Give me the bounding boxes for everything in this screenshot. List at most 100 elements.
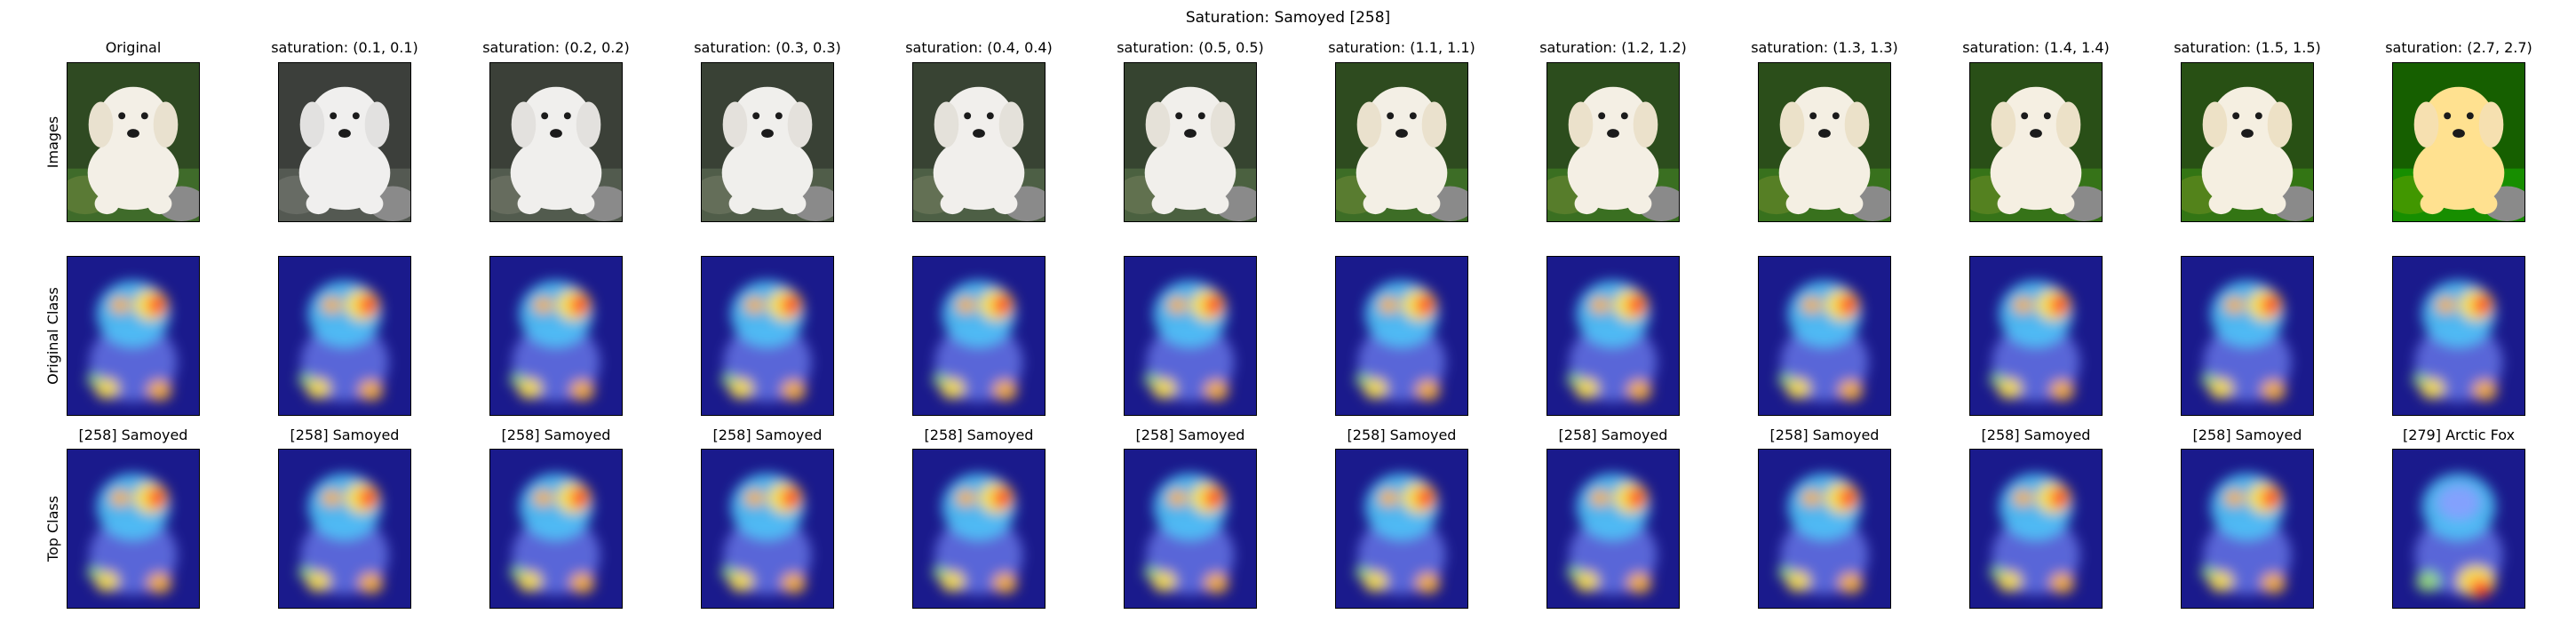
figure-title: Saturation: Samoyed [258]	[1185, 9, 1391, 27]
top-class-label: [258] Samoyed	[924, 427, 1034, 443]
puppy-image	[913, 63, 1045, 221]
original-class-heatmap	[67, 256, 200, 416]
heatmap-image	[1336, 450, 1467, 608]
column-title: saturation: (0.2, 0.2)	[482, 39, 630, 56]
column-title: saturation: (0.1, 0.1)	[271, 39, 418, 56]
column-title: Original	[105, 39, 162, 56]
heatmap-image	[1759, 257, 1890, 415]
heatmap-image	[68, 450, 199, 608]
top-class-heatmap	[701, 449, 834, 609]
heatmap-image	[702, 450, 833, 608]
image-panel	[1124, 62, 1257, 222]
image-panel	[1758, 62, 1891, 222]
top-class-label: [258] Samoyed	[1769, 427, 1880, 443]
heatmap-image	[490, 257, 622, 415]
original-class-heatmap	[1758, 256, 1891, 416]
heatmap-image	[1970, 257, 2102, 415]
heatmap-image	[68, 257, 199, 415]
top-class-heatmap	[912, 449, 1046, 609]
image-panel	[701, 62, 834, 222]
puppy-image	[1125, 63, 1256, 221]
puppy-image	[490, 63, 622, 221]
heatmap-image	[2393, 257, 2524, 415]
original-class-heatmap	[2181, 256, 2314, 416]
image-panel	[912, 62, 1046, 222]
heatmap-image	[490, 450, 622, 608]
heatmap-image	[1970, 450, 2102, 608]
puppy-image	[702, 63, 833, 221]
column-title: saturation: (1.3, 1.3)	[1751, 39, 1898, 56]
image-panel	[278, 62, 411, 222]
top-class-label: [258] Samoyed	[1558, 427, 1668, 443]
heatmap-image	[913, 450, 1045, 608]
heatmap-image	[1547, 450, 1679, 608]
puppy-image	[1970, 63, 2102, 221]
image-panel	[1969, 62, 2103, 222]
original-class-heatmap	[1124, 256, 1257, 416]
heatmap-image	[702, 257, 833, 415]
image-panel	[2392, 62, 2525, 222]
heatmap-image	[1125, 450, 1256, 608]
column-title: saturation: (2.7, 2.7)	[2385, 39, 2532, 56]
row-label: Top Class	[44, 495, 61, 562]
top-class-label: [258] Samoyed	[1347, 427, 1457, 443]
column-title: saturation: (1.5, 1.5)	[2174, 39, 2321, 56]
column-title: saturation: (1.2, 1.2)	[1539, 39, 1687, 56]
image-panel	[2181, 62, 2314, 222]
original-class-heatmap	[2392, 256, 2525, 416]
puppy-image	[1759, 63, 1890, 221]
row-label: Images	[44, 116, 61, 169]
column-title: saturation: (0.5, 0.5)	[1117, 39, 1264, 56]
row-label: Original Class	[44, 287, 61, 385]
heatmap-image	[913, 257, 1045, 415]
top-class-heatmap	[1758, 449, 1891, 609]
image-panel	[67, 62, 200, 222]
heatmap-image	[279, 257, 410, 415]
top-class-label: [258] Samoyed	[78, 427, 188, 443]
heatmap-image	[1759, 450, 1890, 608]
heatmap-image	[1547, 257, 1679, 415]
top-class-label: [279] Arctic Fox	[2402, 427, 2516, 443]
heatmap-image	[1125, 257, 1256, 415]
puppy-image	[279, 63, 410, 221]
top-class-label: [258] Samoyed	[1135, 427, 1245, 443]
top-class-heatmap	[1546, 449, 1680, 609]
top-class-heatmap	[1335, 449, 1468, 609]
image-panel	[489, 62, 623, 222]
original-class-heatmap	[1546, 256, 1680, 416]
top-class-label: [258] Samoyed	[2192, 427, 2302, 443]
top-class-heatmap	[1969, 449, 2103, 609]
puppy-image	[2393, 63, 2524, 221]
top-class-label: [258] Samoyed	[501, 427, 611, 443]
heatmap-image	[279, 450, 410, 608]
top-class-heatmap	[489, 449, 623, 609]
top-class-label: [258] Samoyed	[712, 427, 823, 443]
puppy-image	[68, 63, 199, 221]
original-class-heatmap	[278, 256, 411, 416]
top-class-heatmap	[1124, 449, 1257, 609]
top-class-label: [258] Samoyed	[1981, 427, 2091, 443]
top-class-label: [258] Samoyed	[290, 427, 400, 443]
column-title: saturation: (1.1, 1.1)	[1328, 39, 1475, 56]
original-class-heatmap	[489, 256, 623, 416]
image-panel	[1546, 62, 1680, 222]
original-class-heatmap	[701, 256, 834, 416]
heatmap-image	[2393, 450, 2524, 608]
top-class-heatmap	[2392, 449, 2525, 609]
heatmap-image	[2182, 450, 2313, 608]
puppy-image	[2182, 63, 2313, 221]
image-panel	[1335, 62, 1468, 222]
puppy-image	[1547, 63, 1679, 221]
puppy-image	[1336, 63, 1467, 221]
heatmap-image	[2182, 257, 2313, 415]
column-title: saturation: (1.4, 1.4)	[1962, 39, 2110, 56]
column-title: saturation: (0.3, 0.3)	[694, 39, 841, 56]
column-title: saturation: (0.4, 0.4)	[905, 39, 1053, 56]
heatmap-image	[1336, 257, 1467, 415]
original-class-heatmap	[912, 256, 1046, 416]
original-class-heatmap	[1335, 256, 1468, 416]
top-class-heatmap	[278, 449, 411, 609]
original-class-heatmap	[1969, 256, 2103, 416]
top-class-heatmap	[2181, 449, 2314, 609]
top-class-heatmap	[67, 449, 200, 609]
